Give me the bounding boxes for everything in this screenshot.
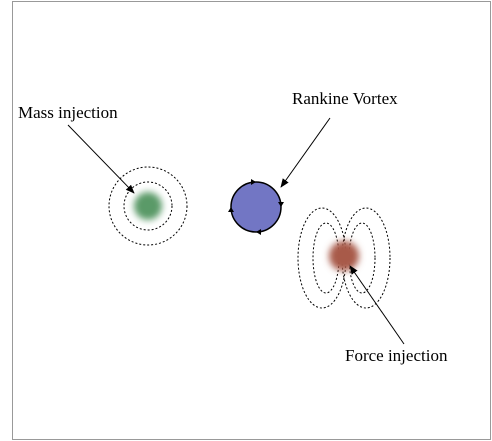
dotted-ring [123,181,173,231]
flow-arrowhead [251,179,256,185]
arrow [67,124,135,194]
flow-arrowhead [256,229,261,235]
dotted-lobe [341,207,391,309]
label: Mass injection [18,103,118,122]
frame [12,1,491,440]
arrow [280,117,331,188]
flow-arrowhead [278,202,284,207]
dotted-ring [108,166,188,246]
flow-arrowhead [228,207,234,212]
source-blob [329,241,359,271]
mass-injection: Mass injection [18,103,188,246]
force-injection: Force injection [297,207,448,365]
label: Rankine Vortex [292,89,398,108]
label: Force injection [345,346,448,365]
source-blob [134,192,162,220]
dotted-lobe [348,222,376,294]
vortex-core [230,181,282,233]
arrow [349,265,405,345]
rankine-vortex: Rankine Vortex [228,89,398,235]
